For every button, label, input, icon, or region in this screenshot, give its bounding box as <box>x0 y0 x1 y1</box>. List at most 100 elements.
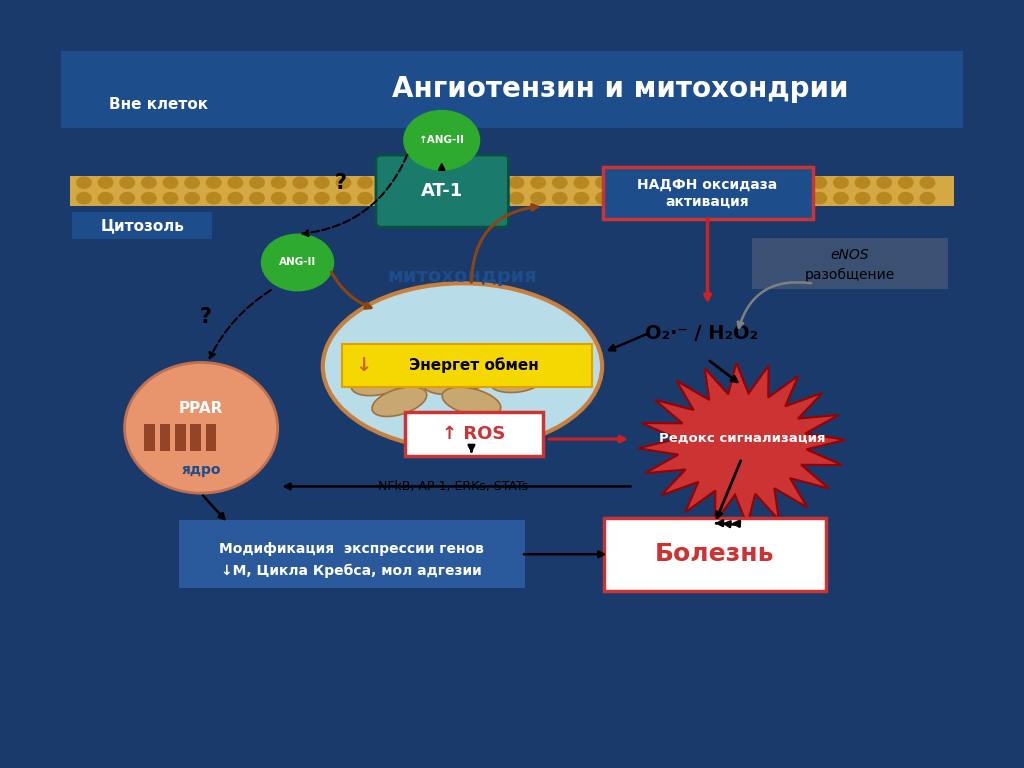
Text: Цитозоль: Цитозоль <box>100 218 184 233</box>
Circle shape <box>358 177 373 188</box>
Circle shape <box>77 177 91 188</box>
Text: ↓M, Цикла Кребса, мол адгезии: ↓M, Цикла Кребса, мол адгезии <box>221 564 482 578</box>
Circle shape <box>314 177 329 188</box>
Circle shape <box>314 193 329 204</box>
Circle shape <box>748 193 762 204</box>
Circle shape <box>639 177 653 188</box>
Circle shape <box>163 177 178 188</box>
Circle shape <box>899 193 913 204</box>
Circle shape <box>487 193 502 204</box>
Circle shape <box>228 177 243 188</box>
Text: ↓: ↓ <box>355 356 372 375</box>
Circle shape <box>530 193 546 204</box>
Text: митохондрия: митохондрия <box>387 267 538 286</box>
Ellipse shape <box>323 283 602 449</box>
Ellipse shape <box>125 362 278 493</box>
Circle shape <box>466 193 480 204</box>
Circle shape <box>660 193 675 204</box>
Circle shape <box>293 177 307 188</box>
Text: ядро: ядро <box>181 463 221 477</box>
Circle shape <box>791 193 805 204</box>
Circle shape <box>769 177 783 188</box>
Circle shape <box>639 193 653 204</box>
Circle shape <box>358 193 373 204</box>
Circle shape <box>812 193 826 204</box>
Circle shape <box>444 193 459 204</box>
Circle shape <box>921 177 935 188</box>
Circle shape <box>509 177 523 188</box>
Circle shape <box>877 177 891 188</box>
Circle shape <box>163 193 178 204</box>
Circle shape <box>185 177 200 188</box>
Circle shape <box>921 193 935 204</box>
Ellipse shape <box>467 345 530 374</box>
FancyBboxPatch shape <box>73 212 212 239</box>
FancyBboxPatch shape <box>376 155 508 227</box>
Text: AT-1: AT-1 <box>421 182 463 200</box>
Text: eNOS: eNOS <box>830 248 869 263</box>
Text: Вне клеток: Вне клеток <box>110 98 208 112</box>
Circle shape <box>336 193 350 204</box>
FancyBboxPatch shape <box>61 51 963 128</box>
Circle shape <box>748 177 762 188</box>
Circle shape <box>812 177 826 188</box>
Circle shape <box>423 177 437 188</box>
FancyBboxPatch shape <box>75 85 242 124</box>
Ellipse shape <box>384 345 451 374</box>
Circle shape <box>380 177 394 188</box>
Text: O₂·⁻ / H₂O₂: O₂·⁻ / H₂O₂ <box>645 323 758 343</box>
Circle shape <box>120 177 134 188</box>
Bar <box>190 424 201 451</box>
Circle shape <box>703 193 719 204</box>
Circle shape <box>401 193 416 204</box>
Text: Модификация  экспрессии генов: Модификация экспрессии генов <box>219 541 484 555</box>
Circle shape <box>98 193 113 204</box>
Circle shape <box>660 177 675 188</box>
Circle shape <box>726 177 740 188</box>
Circle shape <box>293 193 307 204</box>
Circle shape <box>185 193 200 204</box>
Circle shape <box>791 177 805 188</box>
Circle shape <box>574 193 589 204</box>
FancyBboxPatch shape <box>179 521 524 588</box>
Circle shape <box>596 177 610 188</box>
Circle shape <box>403 111 479 170</box>
Circle shape <box>682 177 696 188</box>
Circle shape <box>726 193 740 204</box>
Ellipse shape <box>423 362 494 395</box>
Text: ?: ? <box>200 307 212 327</box>
Circle shape <box>207 177 221 188</box>
FancyBboxPatch shape <box>342 344 592 387</box>
Text: разобщение: разобщение <box>805 267 895 282</box>
Bar <box>175 424 185 451</box>
Circle shape <box>596 193 610 204</box>
Circle shape <box>682 193 696 204</box>
Text: ↑ ROS: ↑ ROS <box>441 425 505 443</box>
Text: Болезнь: Болезнь <box>655 542 774 566</box>
Circle shape <box>250 177 264 188</box>
Text: Редокс сигнализация: Редокс сигнализация <box>658 432 825 445</box>
FancyBboxPatch shape <box>404 412 543 456</box>
Circle shape <box>120 193 134 204</box>
Circle shape <box>509 193 523 204</box>
Bar <box>144 424 156 451</box>
Circle shape <box>261 234 334 291</box>
Text: Энергет обмен: Энергет обмен <box>410 358 539 373</box>
Circle shape <box>834 177 848 188</box>
Text: ↑ANG-II: ↑ANG-II <box>419 135 465 145</box>
Circle shape <box>401 177 416 188</box>
Circle shape <box>834 193 848 204</box>
FancyBboxPatch shape <box>752 238 948 290</box>
Text: NFkB, AP-1, ERKs, STATs: NFkB, AP-1, ERKs, STATs <box>378 480 528 493</box>
Ellipse shape <box>351 366 412 396</box>
Circle shape <box>855 177 869 188</box>
Circle shape <box>703 177 719 188</box>
Circle shape <box>487 177 502 188</box>
Polygon shape <box>638 363 845 525</box>
Circle shape <box>855 193 869 204</box>
Circle shape <box>271 177 286 188</box>
Circle shape <box>271 193 286 204</box>
Circle shape <box>228 193 243 204</box>
Ellipse shape <box>442 387 501 416</box>
FancyBboxPatch shape <box>603 167 813 219</box>
